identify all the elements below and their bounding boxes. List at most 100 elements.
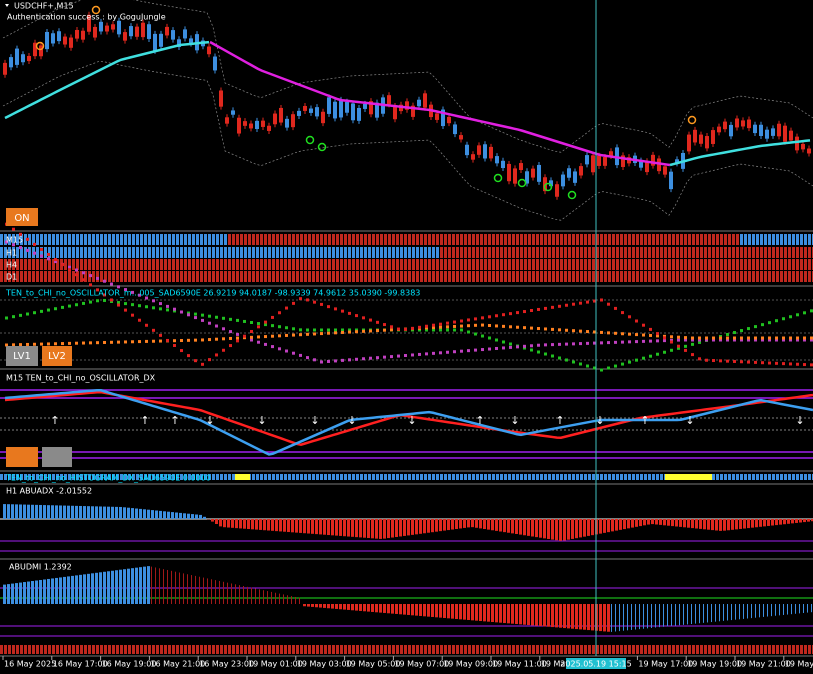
osc-dot [236, 336, 239, 340]
osc-dot [96, 299, 99, 303]
osc-dot [754, 336, 757, 340]
dmi-bar [87, 573, 90, 604]
adx-bar [543, 519, 546, 539]
on-button[interactable] [6, 208, 38, 226]
candle-body [93, 26, 97, 38]
candle-body [465, 144, 469, 156]
dmi-bar [543, 604, 546, 627]
candle-body [177, 39, 181, 48]
osc-dot [446, 328, 449, 332]
adx-bar [131, 508, 134, 519]
adx-bar [127, 507, 130, 519]
adx-bar [395, 519, 398, 537]
osc-dot [54, 260, 57, 264]
lv1-label[interactable]: LV1 [13, 351, 31, 362]
adx-bar [287, 519, 290, 533]
dmi-bar [135, 567, 138, 604]
candle-body [249, 123, 253, 129]
dmi-bar [419, 604, 422, 616]
dmi-bar [247, 586, 248, 604]
osc-dot [26, 312, 29, 316]
osc-dot [572, 329, 575, 333]
dmi-bar [211, 579, 212, 604]
osc-dot [110, 282, 113, 286]
dmi-bar [427, 604, 430, 617]
osc-dot [96, 288, 99, 292]
osc-dot [782, 362, 785, 366]
candle-body [21, 54, 25, 63]
dmi-bar [503, 604, 506, 624]
lv2-label[interactable]: LV2 [48, 351, 66, 362]
adx-bar [791, 519, 794, 524]
osc-dot [47, 308, 50, 312]
candle-body [81, 30, 85, 40]
dmi-bar [479, 604, 482, 622]
osc-dot [544, 306, 547, 310]
candle-body [687, 134, 691, 152]
dmi-bar [743, 604, 744, 619]
osc-dot [229, 336, 232, 340]
lv2-button[interactable] [42, 346, 72, 366]
adx-bar [315, 519, 318, 535]
adx-bar [619, 519, 622, 530]
adx-bar [679, 519, 682, 527]
cursor-label: 2025.05.19 15:15 [560, 660, 631, 669]
lv1-button[interactable] [6, 346, 38, 366]
adx-bar [59, 505, 62, 519]
dmi-bar [411, 604, 414, 616]
m15-oscillator-label: M15 TEN_to_CHI_no_OSCILLATOR_DX [6, 374, 156, 383]
candle-body [675, 159, 679, 164]
candle-body [171, 30, 175, 40]
on-label[interactable]: ON [14, 213, 29, 224]
adx-bar [243, 519, 246, 529]
osc-dot [768, 336, 771, 340]
ma-line [4, 40, 210, 120]
dmi-bar [659, 604, 660, 628]
dmi-bar [735, 604, 736, 620]
osc-dot [26, 248, 29, 252]
adx-bar [191, 514, 194, 519]
candle-body [777, 123, 781, 137]
signal-up [35, 41, 45, 51]
osc-dot [411, 353, 414, 357]
dmi-bar [747, 604, 748, 619]
osc-dot [390, 328, 393, 332]
osc-dot [383, 328, 386, 332]
candle-body [69, 37, 73, 48]
candle-body [501, 160, 505, 169]
osc-dot [425, 328, 428, 332]
osc-dot [229, 317, 232, 321]
osc-dot [215, 315, 218, 319]
dmi-bar [19, 582, 22, 604]
dmi-bar [331, 604, 334, 609]
dmi-bar [703, 604, 704, 623]
osc-dot [600, 341, 603, 345]
dmi-bar [715, 604, 716, 622]
adx-bar [303, 519, 306, 534]
osc-dot [579, 301, 582, 305]
candle-body [537, 164, 541, 182]
osc-dot [593, 341, 596, 345]
osc-dot [523, 310, 526, 314]
candle-body [471, 154, 475, 160]
adx-bar [607, 519, 610, 533]
dmi-bar [231, 583, 232, 604]
adx-bar [435, 519, 438, 532]
dmi-bar [71, 575, 74, 604]
candle-body [729, 124, 733, 137]
adx-bar [79, 505, 82, 519]
adx-bar [627, 519, 630, 529]
dmi-bar [655, 604, 656, 628]
candle-body [243, 121, 247, 126]
osc-dot [418, 328, 421, 332]
osc-dot [208, 338, 211, 342]
dmi-bar [99, 572, 102, 604]
menu-arrow[interactable] [5, 4, 9, 7]
candle-body [669, 171, 673, 190]
osc-dot [621, 362, 624, 366]
osc-dot [12, 315, 15, 319]
time-label: 19 May 03:00 [297, 660, 352, 669]
osc-dot [33, 311, 36, 315]
osc-dot [404, 354, 407, 358]
dmi-bar [143, 566, 146, 604]
